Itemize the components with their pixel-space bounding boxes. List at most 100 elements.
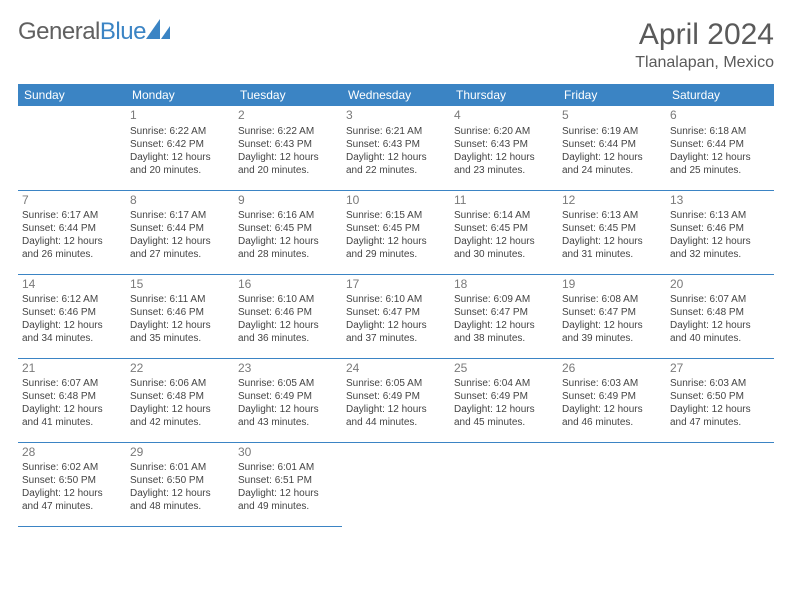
- day-number: 17: [346, 277, 446, 293]
- calendar-week-row: 21Sunrise: 6:07 AMSunset: 6:48 PMDayligh…: [18, 358, 774, 442]
- title-block: April 2024 Tlanalapan, Mexico: [635, 18, 774, 72]
- month-title: April 2024: [635, 18, 774, 52]
- sunrise-text: Sunrise: 6:11 AM: [130, 293, 230, 306]
- day-number: 25: [454, 361, 554, 377]
- daylight-text: Daylight: 12 hours and 49 minutes.: [238, 487, 338, 513]
- calendar-day-cell: 22Sunrise: 6:06 AMSunset: 6:48 PMDayligh…: [126, 358, 234, 442]
- calendar-day-cell: 23Sunrise: 6:05 AMSunset: 6:49 PMDayligh…: [234, 358, 342, 442]
- calendar-day-cell: 20Sunrise: 6:07 AMSunset: 6:48 PMDayligh…: [666, 274, 774, 358]
- day-number: 18: [454, 277, 554, 293]
- calendar-day-cell: 7Sunrise: 6:17 AMSunset: 6:44 PMDaylight…: [18, 190, 126, 274]
- sunset-text: Sunset: 6:46 PM: [670, 222, 770, 235]
- day-number: 11: [454, 193, 554, 209]
- sunset-text: Sunset: 6:49 PM: [238, 390, 338, 403]
- daylight-text: Daylight: 12 hours and 31 minutes.: [562, 235, 662, 261]
- daylight-text: Daylight: 12 hours and 20 minutes.: [130, 151, 230, 177]
- daylight-text: Daylight: 12 hours and 42 minutes.: [130, 403, 230, 429]
- sunset-text: Sunset: 6:43 PM: [238, 138, 338, 151]
- calendar-day-cell: 15Sunrise: 6:11 AMSunset: 6:46 PMDayligh…: [126, 274, 234, 358]
- sunrise-text: Sunrise: 6:13 AM: [562, 209, 662, 222]
- sunrise-text: Sunrise: 6:03 AM: [670, 377, 770, 390]
- daylight-text: Daylight: 12 hours and 32 minutes.: [670, 235, 770, 261]
- day-number: 8: [130, 193, 230, 209]
- sunrise-text: Sunrise: 6:16 AM: [238, 209, 338, 222]
- calendar-day-cell: [18, 106, 126, 190]
- weekday-header: Thursday: [450, 84, 558, 106]
- sunrise-text: Sunrise: 6:19 AM: [562, 125, 662, 138]
- day-number: 14: [22, 277, 122, 293]
- calendar-day-cell: [666, 442, 774, 526]
- sunset-text: Sunset: 6:48 PM: [22, 390, 122, 403]
- day-number: 13: [670, 193, 770, 209]
- calendar-week-row: 7Sunrise: 6:17 AMSunset: 6:44 PMDaylight…: [18, 190, 774, 274]
- sunrise-text: Sunrise: 6:07 AM: [22, 377, 122, 390]
- weekday-header: Saturday: [666, 84, 774, 106]
- calendar-day-cell: 30Sunrise: 6:01 AMSunset: 6:51 PMDayligh…: [234, 442, 342, 526]
- sunrise-text: Sunrise: 6:02 AM: [22, 461, 122, 474]
- day-number: 15: [130, 277, 230, 293]
- sunrise-text: Sunrise: 6:13 AM: [670, 209, 770, 222]
- calendar-day-cell: 9Sunrise: 6:16 AMSunset: 6:45 PMDaylight…: [234, 190, 342, 274]
- sunrise-text: Sunrise: 6:15 AM: [346, 209, 446, 222]
- day-number: 24: [346, 361, 446, 377]
- sunrise-text: Sunrise: 6:07 AM: [670, 293, 770, 306]
- sunrise-text: Sunrise: 6:21 AM: [346, 125, 446, 138]
- brand-general: General: [18, 18, 100, 45]
- day-number: 27: [670, 361, 770, 377]
- sunset-text: Sunset: 6:45 PM: [454, 222, 554, 235]
- location-label: Tlanalapan, Mexico: [635, 54, 774, 72]
- daylight-text: Daylight: 12 hours and 47 minutes.: [22, 487, 122, 513]
- day-number: 21: [22, 361, 122, 377]
- daylight-text: Daylight: 12 hours and 40 minutes.: [670, 319, 770, 345]
- sunset-text: Sunset: 6:44 PM: [562, 138, 662, 151]
- sunset-text: Sunset: 6:45 PM: [346, 222, 446, 235]
- calendar-day-cell: 10Sunrise: 6:15 AMSunset: 6:45 PMDayligh…: [342, 190, 450, 274]
- calendar-header-row: SundayMondayTuesdayWednesdayThursdayFrid…: [18, 84, 774, 106]
- weekday-header: Friday: [558, 84, 666, 106]
- daylight-text: Daylight: 12 hours and 37 minutes.: [346, 319, 446, 345]
- daylight-text: Daylight: 12 hours and 39 minutes.: [562, 319, 662, 345]
- daylight-text: Daylight: 12 hours and 25 minutes.: [670, 151, 770, 177]
- sunrise-text: Sunrise: 6:14 AM: [454, 209, 554, 222]
- sunset-text: Sunset: 6:47 PM: [346, 306, 446, 319]
- daylight-text: Daylight: 12 hours and 28 minutes.: [238, 235, 338, 261]
- day-number: 1: [130, 108, 230, 124]
- day-number: 26: [562, 361, 662, 377]
- sunset-text: Sunset: 6:43 PM: [346, 138, 446, 151]
- sunrise-text: Sunrise: 6:10 AM: [346, 293, 446, 306]
- calendar-week-row: 14Sunrise: 6:12 AMSunset: 6:46 PMDayligh…: [18, 274, 774, 358]
- calendar-day-cell: 1Sunrise: 6:22 AMSunset: 6:42 PMDaylight…: [126, 106, 234, 190]
- daylight-text: Daylight: 12 hours and 43 minutes.: [238, 403, 338, 429]
- calendar-day-cell: 4Sunrise: 6:20 AMSunset: 6:43 PMDaylight…: [450, 106, 558, 190]
- sunset-text: Sunset: 6:46 PM: [238, 306, 338, 319]
- day-number: 28: [22, 445, 122, 461]
- sunset-text: Sunset: 6:49 PM: [454, 390, 554, 403]
- calendar-day-cell: 14Sunrise: 6:12 AMSunset: 6:46 PMDayligh…: [18, 274, 126, 358]
- calendar-day-cell: 18Sunrise: 6:09 AMSunset: 6:47 PMDayligh…: [450, 274, 558, 358]
- sunrise-text: Sunrise: 6:22 AM: [130, 125, 230, 138]
- sunrise-text: Sunrise: 6:17 AM: [130, 209, 230, 222]
- sunset-text: Sunset: 6:46 PM: [22, 306, 122, 319]
- daylight-text: Daylight: 12 hours and 29 minutes.: [346, 235, 446, 261]
- sunset-text: Sunset: 6:48 PM: [130, 390, 230, 403]
- weekday-header: Monday: [126, 84, 234, 106]
- calendar-day-cell: 17Sunrise: 6:10 AMSunset: 6:47 PMDayligh…: [342, 274, 450, 358]
- daylight-text: Daylight: 12 hours and 24 minutes.: [562, 151, 662, 177]
- day-number: 23: [238, 361, 338, 377]
- calendar-table: SundayMondayTuesdayWednesdayThursdayFrid…: [18, 84, 774, 527]
- calendar-day-cell: 24Sunrise: 6:05 AMSunset: 6:49 PMDayligh…: [342, 358, 450, 442]
- daylight-text: Daylight: 12 hours and 30 minutes.: [454, 235, 554, 261]
- sunset-text: Sunset: 6:44 PM: [670, 138, 770, 151]
- daylight-text: Daylight: 12 hours and 48 minutes.: [130, 487, 230, 513]
- sunset-text: Sunset: 6:42 PM: [130, 138, 230, 151]
- calendar-day-cell: 21Sunrise: 6:07 AMSunset: 6:48 PMDayligh…: [18, 358, 126, 442]
- daylight-text: Daylight: 12 hours and 26 minutes.: [22, 235, 122, 261]
- sunrise-text: Sunrise: 6:10 AM: [238, 293, 338, 306]
- sunrise-text: Sunrise: 6:06 AM: [130, 377, 230, 390]
- sunset-text: Sunset: 6:50 PM: [670, 390, 770, 403]
- brand-sail-icon: [146, 19, 172, 46]
- day-number: 9: [238, 193, 338, 209]
- day-number: 29: [130, 445, 230, 461]
- sunrise-text: Sunrise: 6:03 AM: [562, 377, 662, 390]
- sunset-text: Sunset: 6:49 PM: [562, 390, 662, 403]
